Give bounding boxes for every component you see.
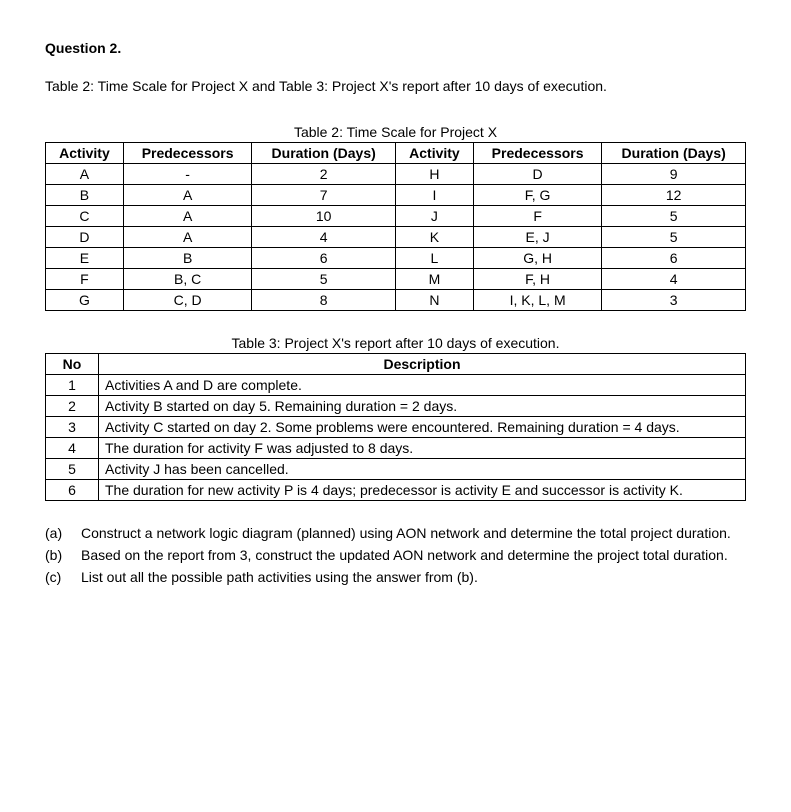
question-parts: (a)Construct a network logic diagram (pl… <box>45 525 746 585</box>
t3-h-no: No <box>46 354 99 375</box>
table-cell: J <box>395 206 473 227</box>
table-row: BA7IF, G12 <box>46 185 746 206</box>
part-text: List out all the possible path activitie… <box>81 569 746 585</box>
table-row: GC, D8NI, K, L, M3 <box>46 290 746 311</box>
table-cell: 12 <box>602 185 746 206</box>
table-cell-no: 3 <box>46 417 99 438</box>
table-cell: G, H <box>473 248 601 269</box>
question-heading: Question 2. <box>45 40 746 56</box>
t2-h-predecessors: Predecessors <box>123 143 251 164</box>
table3-caption: Table 3: Project X's report after 10 day… <box>45 335 746 351</box>
table3: No Description 1Activities A and D are c… <box>45 353 746 501</box>
table-cell: 9 <box>602 164 746 185</box>
table-cell: L <box>395 248 473 269</box>
t2-h-activity: Activity <box>46 143 124 164</box>
part-label: (a) <box>45 525 81 541</box>
table-cell-desc: The duration for activity F was adjusted… <box>99 438 746 459</box>
table2: Activity Predecessors Duration (Days) Ac… <box>45 142 746 311</box>
t2-h-duration: Duration (Days) <box>252 143 396 164</box>
table-cell-desc: Activity J has been cancelled. <box>99 459 746 480</box>
part-text: Construct a network logic diagram (plann… <box>81 525 746 541</box>
table-cell: I <box>395 185 473 206</box>
table-cell: 10 <box>252 206 396 227</box>
t2-h-predecessors2: Predecessors <box>473 143 601 164</box>
table-cell: B, C <box>123 269 251 290</box>
intro-text: Table 2: Time Scale for Project X and Ta… <box>45 78 746 94</box>
table-cell: A <box>46 164 124 185</box>
table-cell: 6 <box>252 248 396 269</box>
table-cell: 4 <box>602 269 746 290</box>
table-cell: 5 <box>602 227 746 248</box>
table-cell-desc: Activity C started on day 2. Some proble… <box>99 417 746 438</box>
table-row: 3Activity C started on day 2. Some probl… <box>46 417 746 438</box>
table-cell-desc: The duration for new activity P is 4 day… <box>99 480 746 501</box>
table-row: 5Activity J has been cancelled. <box>46 459 746 480</box>
table-cell: F <box>46 269 124 290</box>
table-cell-desc: Activities A and D are complete. <box>99 375 746 396</box>
table-cell-no: 1 <box>46 375 99 396</box>
table-cell: E <box>46 248 124 269</box>
table-cell: A <box>123 227 251 248</box>
table-cell: 6 <box>602 248 746 269</box>
table-cell-no: 2 <box>46 396 99 417</box>
table-cell: C, D <box>123 290 251 311</box>
table-cell: G <box>46 290 124 311</box>
table-cell-desc: Activity B started on day 5. Remaining d… <box>99 396 746 417</box>
table-row: FB, C5MF, H4 <box>46 269 746 290</box>
table-cell-no: 4 <box>46 438 99 459</box>
table-cell: A <box>123 206 251 227</box>
table-cell: C <box>46 206 124 227</box>
question-part: (a)Construct a network logic diagram (pl… <box>45 525 746 541</box>
part-label: (c) <box>45 569 81 585</box>
table-cell: 4 <box>252 227 396 248</box>
table-cell: M <box>395 269 473 290</box>
table-cell: 5 <box>602 206 746 227</box>
table-cell: - <box>123 164 251 185</box>
table-cell: A <box>123 185 251 206</box>
table-cell: F, H <box>473 269 601 290</box>
table-row: CA10JF5 <box>46 206 746 227</box>
table-cell: 7 <box>252 185 396 206</box>
table-row: DA4KE, J5 <box>46 227 746 248</box>
table-cell: H <box>395 164 473 185</box>
part-text: Based on the report from 3, construct th… <box>81 547 746 563</box>
table-cell: 8 <box>252 290 396 311</box>
table-cell: I, K, L, M <box>473 290 601 311</box>
table-cell: 5 <box>252 269 396 290</box>
table-cell: N <box>395 290 473 311</box>
table-cell: K <box>395 227 473 248</box>
table-cell: 3 <box>602 290 746 311</box>
table-cell: F, G <box>473 185 601 206</box>
table-cell: D <box>473 164 601 185</box>
table-row: EB6LG, H6 <box>46 248 746 269</box>
table2-caption: Table 2: Time Scale for Project X <box>45 124 746 140</box>
table-row: A-2HD9 <box>46 164 746 185</box>
question-part: (b)Based on the report from 3, construct… <box>45 547 746 563</box>
table-row: 1Activities A and D are complete. <box>46 375 746 396</box>
table-cell: E, J <box>473 227 601 248</box>
table-row: 2Activity B started on day 5. Remaining … <box>46 396 746 417</box>
table-cell-no: 5 <box>46 459 99 480</box>
table-cell-no: 6 <box>46 480 99 501</box>
table-cell: B <box>46 185 124 206</box>
part-label: (b) <box>45 547 81 563</box>
table-cell: B <box>123 248 251 269</box>
table-cell: F <box>473 206 601 227</box>
t2-h-activity2: Activity <box>395 143 473 164</box>
t2-h-duration2: Duration (Days) <box>602 143 746 164</box>
table-cell: 2 <box>252 164 396 185</box>
t3-h-desc: Description <box>99 354 746 375</box>
table-cell: D <box>46 227 124 248</box>
question-part: (c)List out all the possible path activi… <box>45 569 746 585</box>
table-row: 4The duration for activity F was adjuste… <box>46 438 746 459</box>
table-row: 6The duration for new activity P is 4 da… <box>46 480 746 501</box>
